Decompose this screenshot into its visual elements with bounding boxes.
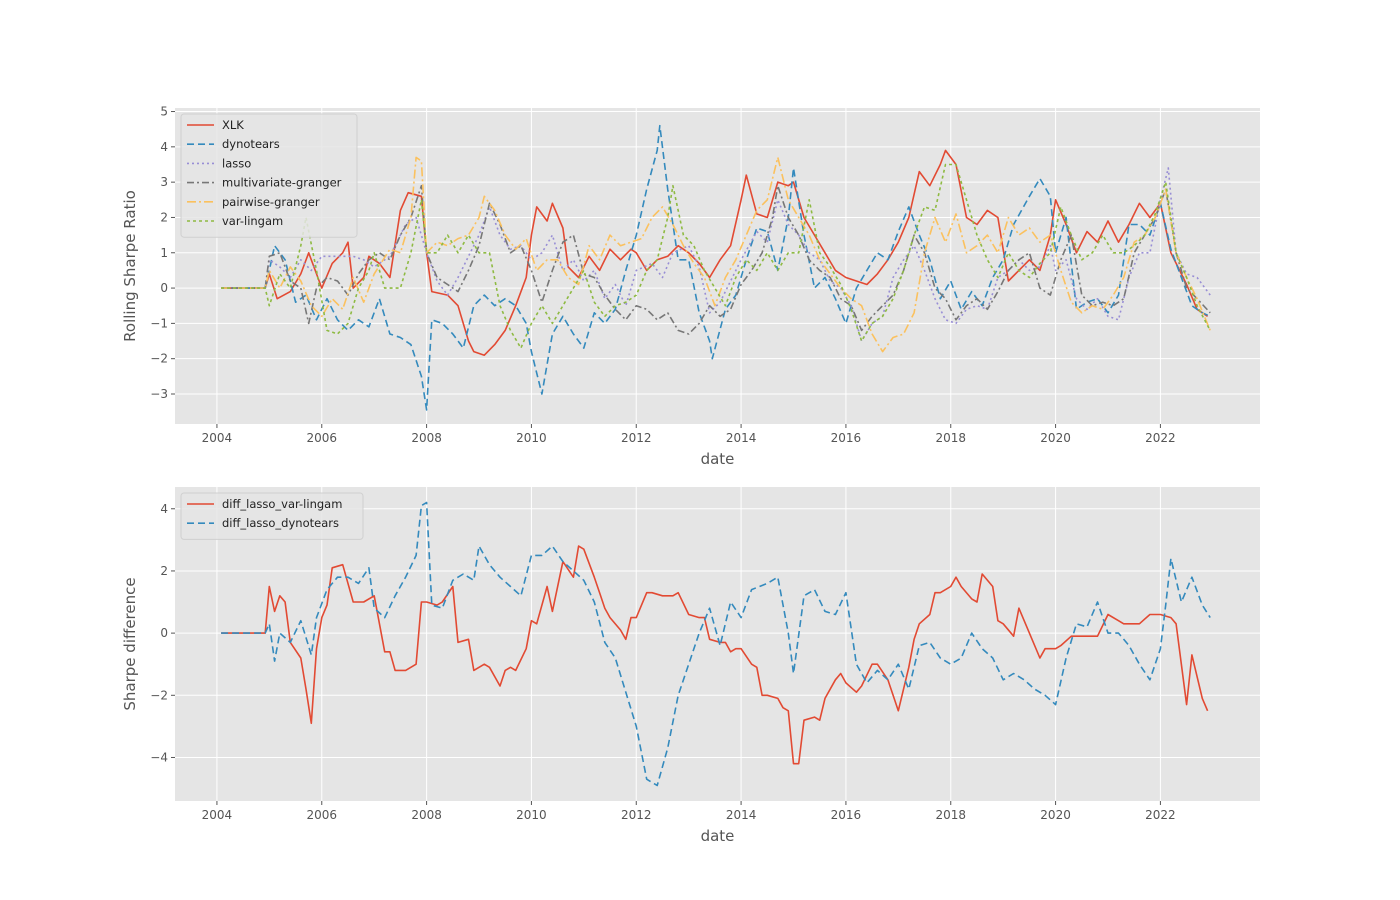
x-tick-label: 2018	[935, 431, 966, 445]
legend: XLK dynotears lasso multivariate-granger pai…	[180, 113, 358, 238]
legend-label-multivariate-granger: multivariate-granger	[222, 176, 342, 190]
series-line-diff_lasso_var-lingam	[221, 545, 1209, 765]
x-tick-label: 2008	[411, 808, 442, 822]
y-tick-label: 2	[160, 564, 168, 578]
chart-panel-1: 2004 2006 2008 2010 2012 2014 2016 2018 2020 2022…	[121, 105, 1260, 468]
series-line-pairwise-granger	[221, 156, 1211, 353]
x-tick-label: 2014	[726, 431, 757, 445]
x-tick-label: 2010	[516, 808, 547, 822]
series-line-var-lingam	[221, 163, 1211, 349]
legend-label-lasso: lasso	[222, 156, 251, 170]
series-line-multivariate-granger	[221, 184, 1211, 335]
legend-box	[180, 113, 358, 238]
y-tick-label: −4	[150, 750, 168, 764]
legend-label-var-lingam: var-lingam	[222, 214, 283, 228]
legend-label-diff_lasso_var-lingam: diff_lasso_var-lingam	[222, 497, 342, 511]
legend-label-pairwise-granger: pairwise-granger	[222, 195, 320, 209]
legend-label-diff_lasso_dynotears: diff_lasso_dynotears	[222, 516, 339, 530]
y-tick-label: −2	[150, 352, 168, 366]
x-tick-label: 2016	[831, 808, 862, 822]
legend-box	[180, 492, 364, 540]
y-tick-label: −3	[150, 387, 168, 401]
x-tick-label: 2012	[621, 431, 652, 445]
legend-label-dynotears: dynotears	[222, 137, 280, 151]
y-tick-label: 0	[160, 281, 168, 295]
legend: diff_lasso_var-lingam diff_lasso_dynotear…	[180, 492, 364, 540]
y-tick-label: 2	[160, 210, 168, 224]
x-axis-label: date	[701, 450, 735, 468]
y-axis-label: Rolling Sharpe Ratio	[121, 190, 139, 342]
x-tick-label: 2006	[306, 808, 337, 822]
y-tick-label: 1	[160, 246, 168, 260]
series-lines	[221, 501, 1211, 787]
y-tick-label: 4	[160, 502, 168, 516]
x-tick-label: 2016	[831, 431, 862, 445]
x-tick-label: 2008	[411, 431, 442, 445]
x-tick-label: 2014	[726, 808, 757, 822]
x-axis-label: date	[701, 827, 735, 845]
x-tick-label: 2012	[621, 808, 652, 822]
y-tick-label: −1	[150, 316, 168, 330]
series-line-dynotears	[221, 124, 1211, 411]
x-tick-label: 2004	[202, 808, 233, 822]
y-tick-label: 4	[160, 140, 168, 154]
x-tick-label: 2018	[935, 808, 966, 822]
y-axis-label: Sharpe difference	[121, 577, 139, 710]
series-line-diff_lasso_dynotears	[221, 501, 1211, 787]
x-tick-label: 2020	[1040, 808, 1071, 822]
x-tick-label: 2004	[202, 431, 233, 445]
y-tick-label: 5	[160, 105, 168, 119]
x-tick-label: 2022	[1145, 431, 1176, 445]
y-tick-label: 0	[160, 626, 168, 640]
chart-panel-2: 2004 2006 2008 2010 2012 2014 2016 2018 2020 2022…	[121, 487, 1260, 845]
series-line-lasso	[221, 167, 1211, 342]
y-tick-label: −2	[150, 688, 168, 702]
x-tick-label: 2020	[1040, 431, 1071, 445]
series-lines	[221, 124, 1211, 411]
legend-label-XLK: XLK	[222, 118, 244, 132]
x-tick-label: 2022	[1145, 808, 1176, 822]
x-tick-label: 2010	[516, 431, 547, 445]
y-tick-label: 3	[160, 175, 168, 189]
x-tick-label: 2006	[306, 431, 337, 445]
